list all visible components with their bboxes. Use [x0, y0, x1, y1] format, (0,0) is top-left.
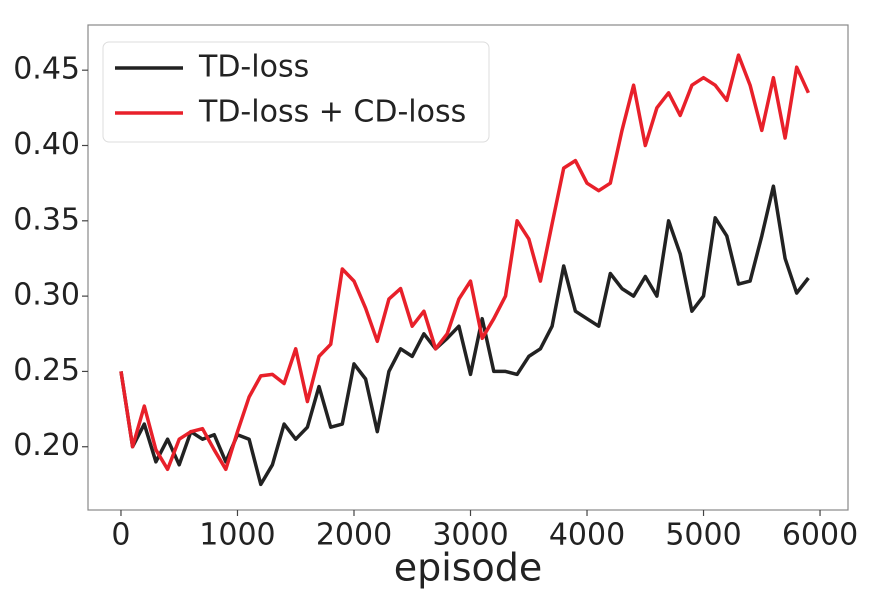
- line-series: [119, 53, 810, 472]
- x-tick-label: 1000: [199, 518, 275, 553]
- y-tick-label: 0.45: [13, 52, 80, 87]
- x-tick-label: 3000: [432, 518, 508, 553]
- x-tick-label: 5000: [665, 518, 741, 553]
- y-tick-label: 0.40: [13, 127, 80, 162]
- legend-label: TD-loss: [198, 50, 309, 85]
- line-series: [119, 184, 810, 487]
- y-tick-label: 0.35: [13, 202, 80, 237]
- legend-label: TD-loss + CD-loss: [198, 95, 466, 130]
- x-tick-label: 0: [111, 518, 130, 553]
- y-tick-label: 0.30: [13, 278, 80, 313]
- legend-box: [102, 41, 490, 143]
- x-axis-label: episode: [394, 546, 543, 590]
- y-tick-label: 0.20: [13, 428, 80, 463]
- x-tick-label: 6000: [782, 518, 858, 553]
- x-tick-label: 4000: [549, 518, 625, 553]
- y-tick-label: 0.25: [13, 353, 80, 388]
- x-tick-label: 2000: [316, 518, 392, 553]
- plot-frame: [87, 24, 849, 511]
